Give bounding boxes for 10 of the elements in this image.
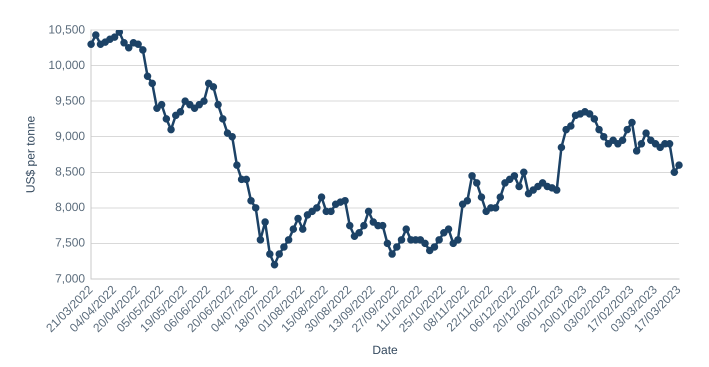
y-tick-label: 7,500 [55,236,86,250]
y-tick-label: 9,500 [55,93,86,108]
y-tick-label: 7,000 [55,271,86,286]
y-tick-label: 10,500 [48,22,86,36]
y-tick-label: 10,000 [48,58,86,72]
x-axis-title: Date [372,343,398,358]
y-tick-label: 9,000 [55,129,86,144]
y-tick-label: 8,000 [55,200,86,214]
y-axis-title: US$ per tonne [24,115,38,194]
y-tick-label: 8,500 [55,164,86,179]
